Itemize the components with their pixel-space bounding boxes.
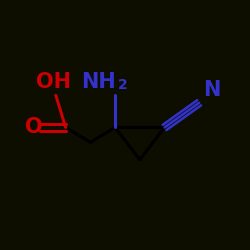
Text: OH: OH bbox=[36, 72, 71, 92]
Text: 2: 2 bbox=[118, 78, 127, 92]
Text: NH: NH bbox=[82, 72, 116, 92]
Text: N: N bbox=[203, 80, 220, 100]
Text: O: O bbox=[25, 118, 42, 138]
